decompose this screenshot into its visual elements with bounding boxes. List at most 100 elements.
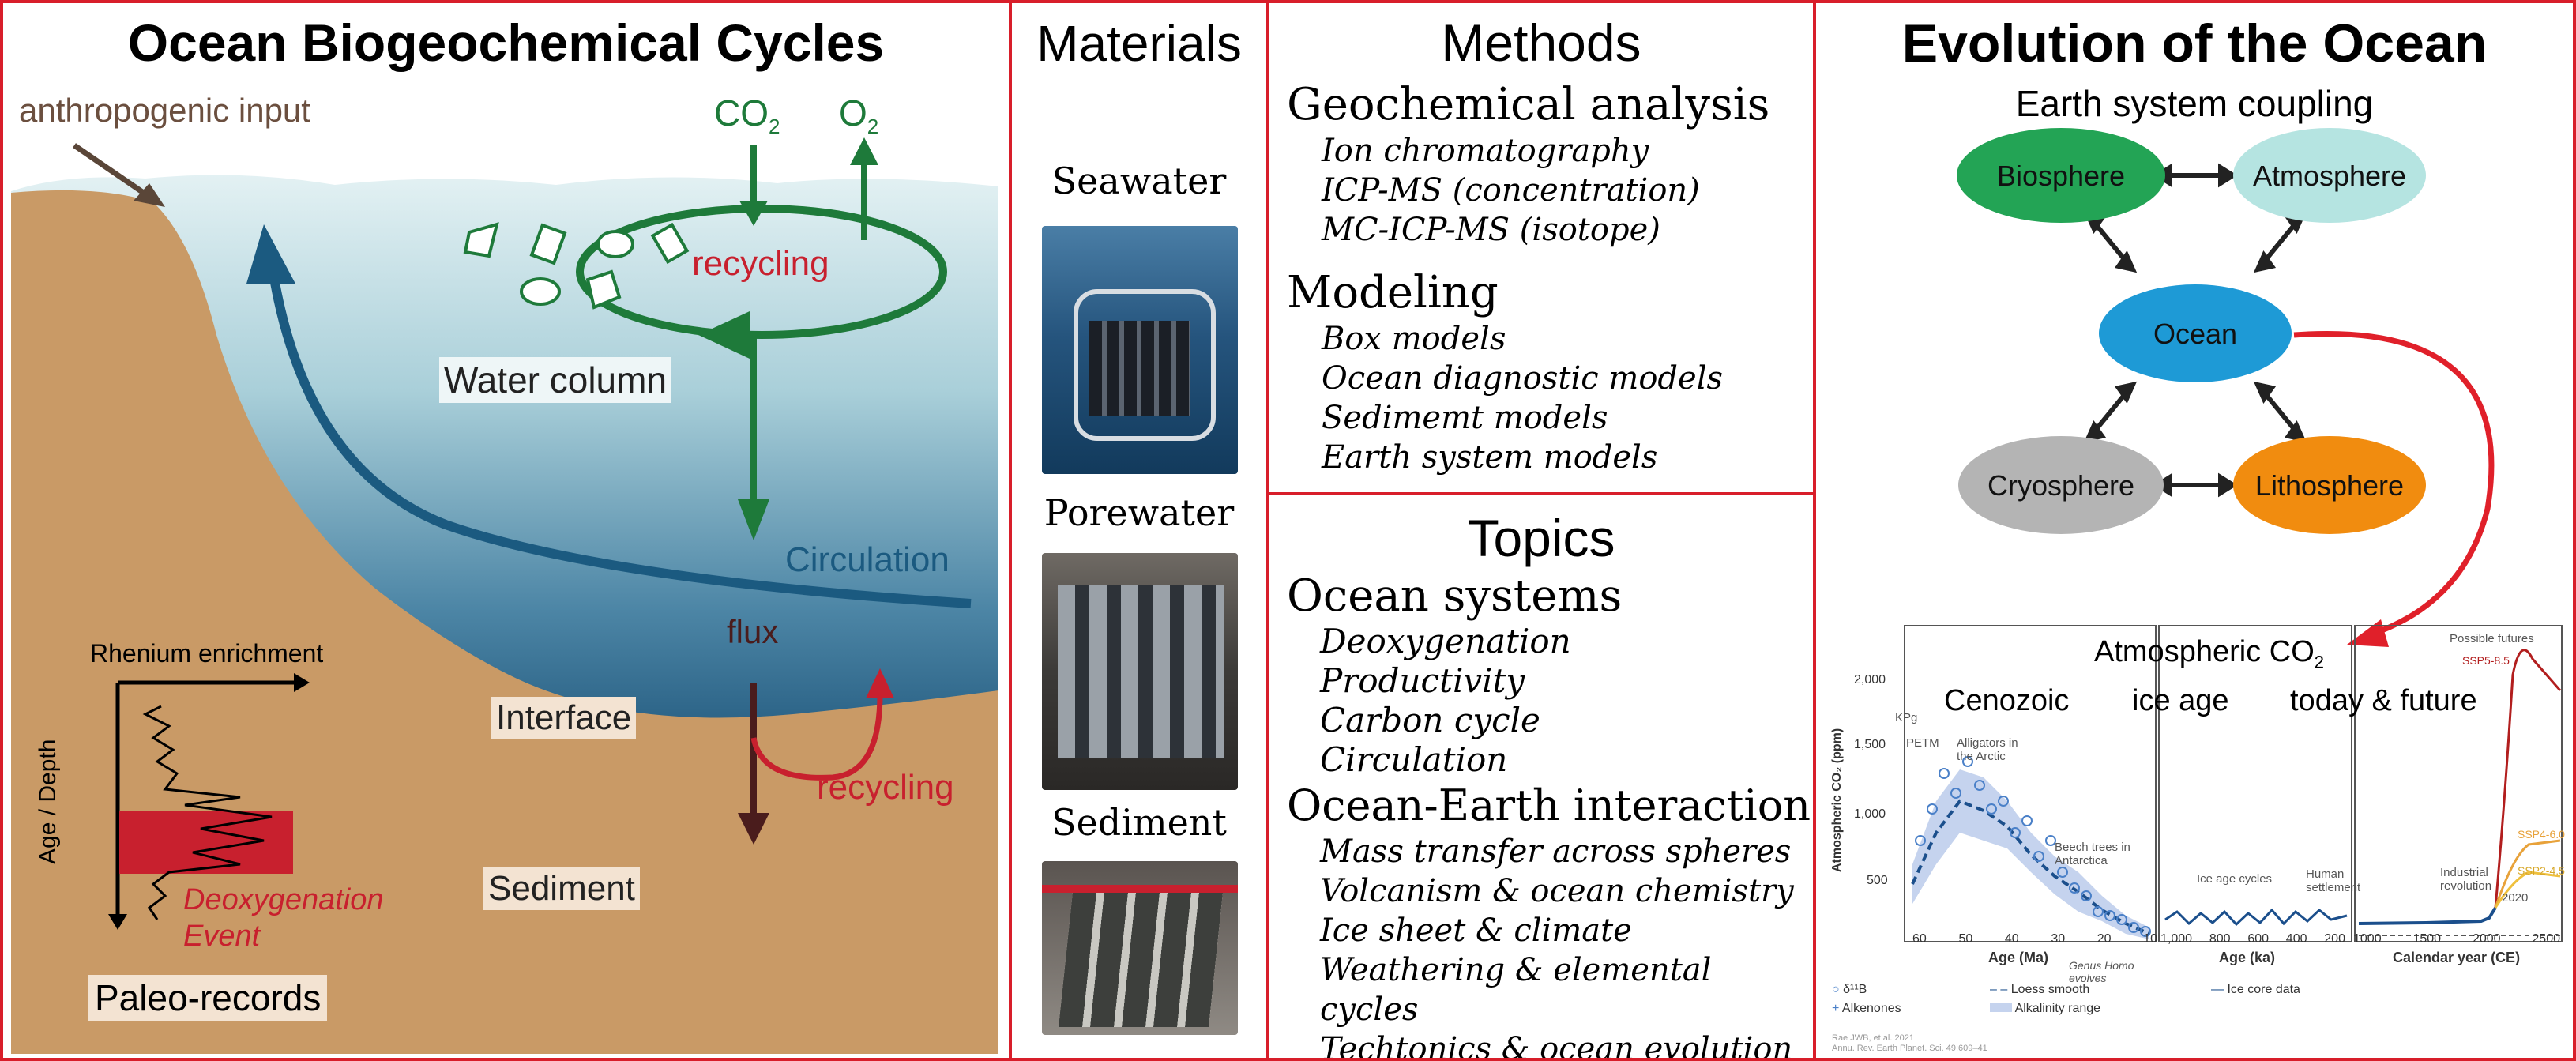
o2-subscript: 2 [867,115,879,139]
circulation-arrow [267,263,972,608]
y-axis-label: Atmospheric CO₂ (ppm) [1830,728,1844,872]
node-biosphere [1957,128,2165,223]
annotation-ssp585: SSP5-8.5 [2462,654,2510,667]
node-atmosphere [2233,128,2426,223]
plot-area-ma [1904,625,2157,942]
methods-panel: Methods Geochemical analysis Ion chromat… [1266,0,1816,495]
citation-line2: Annu. Rev. Earth Planet. Sci. 49:609–41 [1832,1044,1987,1053]
x3-axis-label: Calendar year (CE) [2393,950,2521,965]
chart-title: Atmospheric CO2 [2094,635,2324,673]
annotation-petm: PETM [1906,736,1939,750]
x2-tick: 400 [2285,932,2307,946]
annotation-ssp245: SSP2-4.5 [2518,864,2565,877]
evolution-panel: Evolution of the Ocean Earth system coup… [1813,0,2576,1061]
node-ocean-label: Ocean [2153,318,2238,350]
ma-smooth-line [1911,799,2150,935]
x1-tick: 50 [1958,932,1973,946]
rhenium-curve [142,705,273,920]
x3-tick: 2500 [2532,932,2560,946]
sediment-cores [1059,893,1223,1027]
legend-label: Alkalinity range [2014,1002,2101,1015]
y-tick: 500 [1867,874,1888,887]
node-lithosphere-label: Lithosphere [2254,469,2405,502]
method-item: Ocean diagnostic models [1322,360,1724,397]
method-item: Box models [1322,321,1506,357]
node-atmosphere-label: Atmosphere [2252,160,2407,192]
annotation-ice-age-cycles: Ice age cycles [2197,872,2273,886]
x2-tick: 600 [2247,932,2270,946]
y-tick: 2,000 [1854,673,1886,687]
y-tick: 1,500 [1854,738,1886,751]
topic-item: Deoxygenation [1320,622,1571,660]
deoxygenation-band [119,811,293,874]
x2-tick: 1,000 [2160,932,2193,946]
ma-points [1915,756,2151,937]
x1-tick: 10 [2143,932,2157,946]
method-item: MC-ICP-MS (isotope) [1322,212,1660,248]
topic-item: Carbon cycle [1320,701,1540,739]
x1-ticks: 60 50 40 30 20 10 [1912,932,2157,946]
deoxygenation-line1: Deoxygenation [183,883,384,916]
flux-label: flux [727,613,779,650]
o2-text: O [839,92,867,134]
era-ice-age: ice age [2132,684,2229,717]
materials-title: Materials [1036,15,1242,72]
ce-series-line [2358,906,2497,925]
topics-content: Ocean systems Deoxygenation Productivity… [1287,571,1813,1061]
recycling-bottom-label: recycling [817,768,954,807]
legend-label: Loess smooth [2010,983,2090,996]
legend-symbol-band [1990,1003,2012,1012]
method-heading-geochem: Geochemical analysis [1287,79,1770,130]
node-lithosphere [2233,436,2426,534]
citation-line1: Rae JWB, et al. 2021 [1832,1033,1914,1043]
era-today-future: today & future [2290,684,2477,717]
legend-label: Ice core data [2227,983,2300,996]
earth-system-diagram [1957,128,2495,647]
annotation-beech: Beech trees in Antarctica [2055,841,2130,867]
x3-ticks: 1000 1500 2000 2500 [2353,932,2560,946]
legend-item: + Alkenones [1832,1002,1901,1016]
methods-title: Methods [1441,13,1641,72]
topic-item: Weathering & elemental cycles [1320,952,1712,1028]
x3-tick: 1000 [2353,932,2382,946]
plot-area-ce [2354,625,2563,942]
methods-content: Geochemical analysis Ion chromatography … [1287,79,1769,477]
co2-text: CO [714,92,769,134]
legend-item: ○ δ¹¹B [1832,983,1867,997]
annotation-industrial: Industrial revolution [2440,866,2492,893]
materials-panel: Materials Seawater Porewater Sediment [1009,0,1269,1061]
topic-item: Techtonics & ocean evolution [1320,1031,1793,1061]
chart-title-text: Atmospheric CO [2094,635,2315,668]
ocean-cycles-panel: Ocean Biogeochemical Cycles anthropogeni… [0,0,1012,1061]
recycling-top-label: recycling [692,244,829,283]
topics-title: Topics [1467,509,1615,567]
y-tick: 1,000 [1854,807,1886,821]
x1-tick: 20 [2097,932,2112,946]
node-ocean [2099,284,2292,382]
method-item: Earth system models [1322,439,1658,476]
legend-symbol-circle: ○ [1832,983,1844,996]
legend-symbol-dash: – – [1990,983,2011,996]
x1-tick: 40 [2004,932,2019,946]
topic-heading-ocean-earth: Ocean-Earth interaction [1287,781,1811,830]
rosette-bottles [1089,321,1190,416]
sediment-label: Sediment [483,867,640,910]
x3-tick: 2000 [2472,932,2501,946]
sediment-photo [1042,861,1238,1035]
evolution-title: Evolution of the Ocean [1901,13,2488,73]
legend-symbol-plus: + [1832,1002,1842,1015]
plankton-icons [463,222,690,310]
x3-tick: 1500 [2412,932,2442,946]
node-biosphere-label: Biosphere [1996,160,2126,192]
core-tubes [1058,585,1224,758]
porewater-photo [1042,553,1238,790]
legend-label: δ¹¹B [1843,983,1867,996]
rosette-frame [1074,289,1216,441]
ocean-to-chart-arrow [2293,331,2495,638]
ssp245-line [2494,871,2561,909]
plot-area-ka [2158,625,2352,942]
evolution-subtitle: Earth system coupling [2015,83,2374,124]
method-heading-modeling: Modeling [1287,267,1499,318]
o2-label: O2 [839,92,878,139]
era-cenozoic: Cenozoic [1944,684,2070,717]
